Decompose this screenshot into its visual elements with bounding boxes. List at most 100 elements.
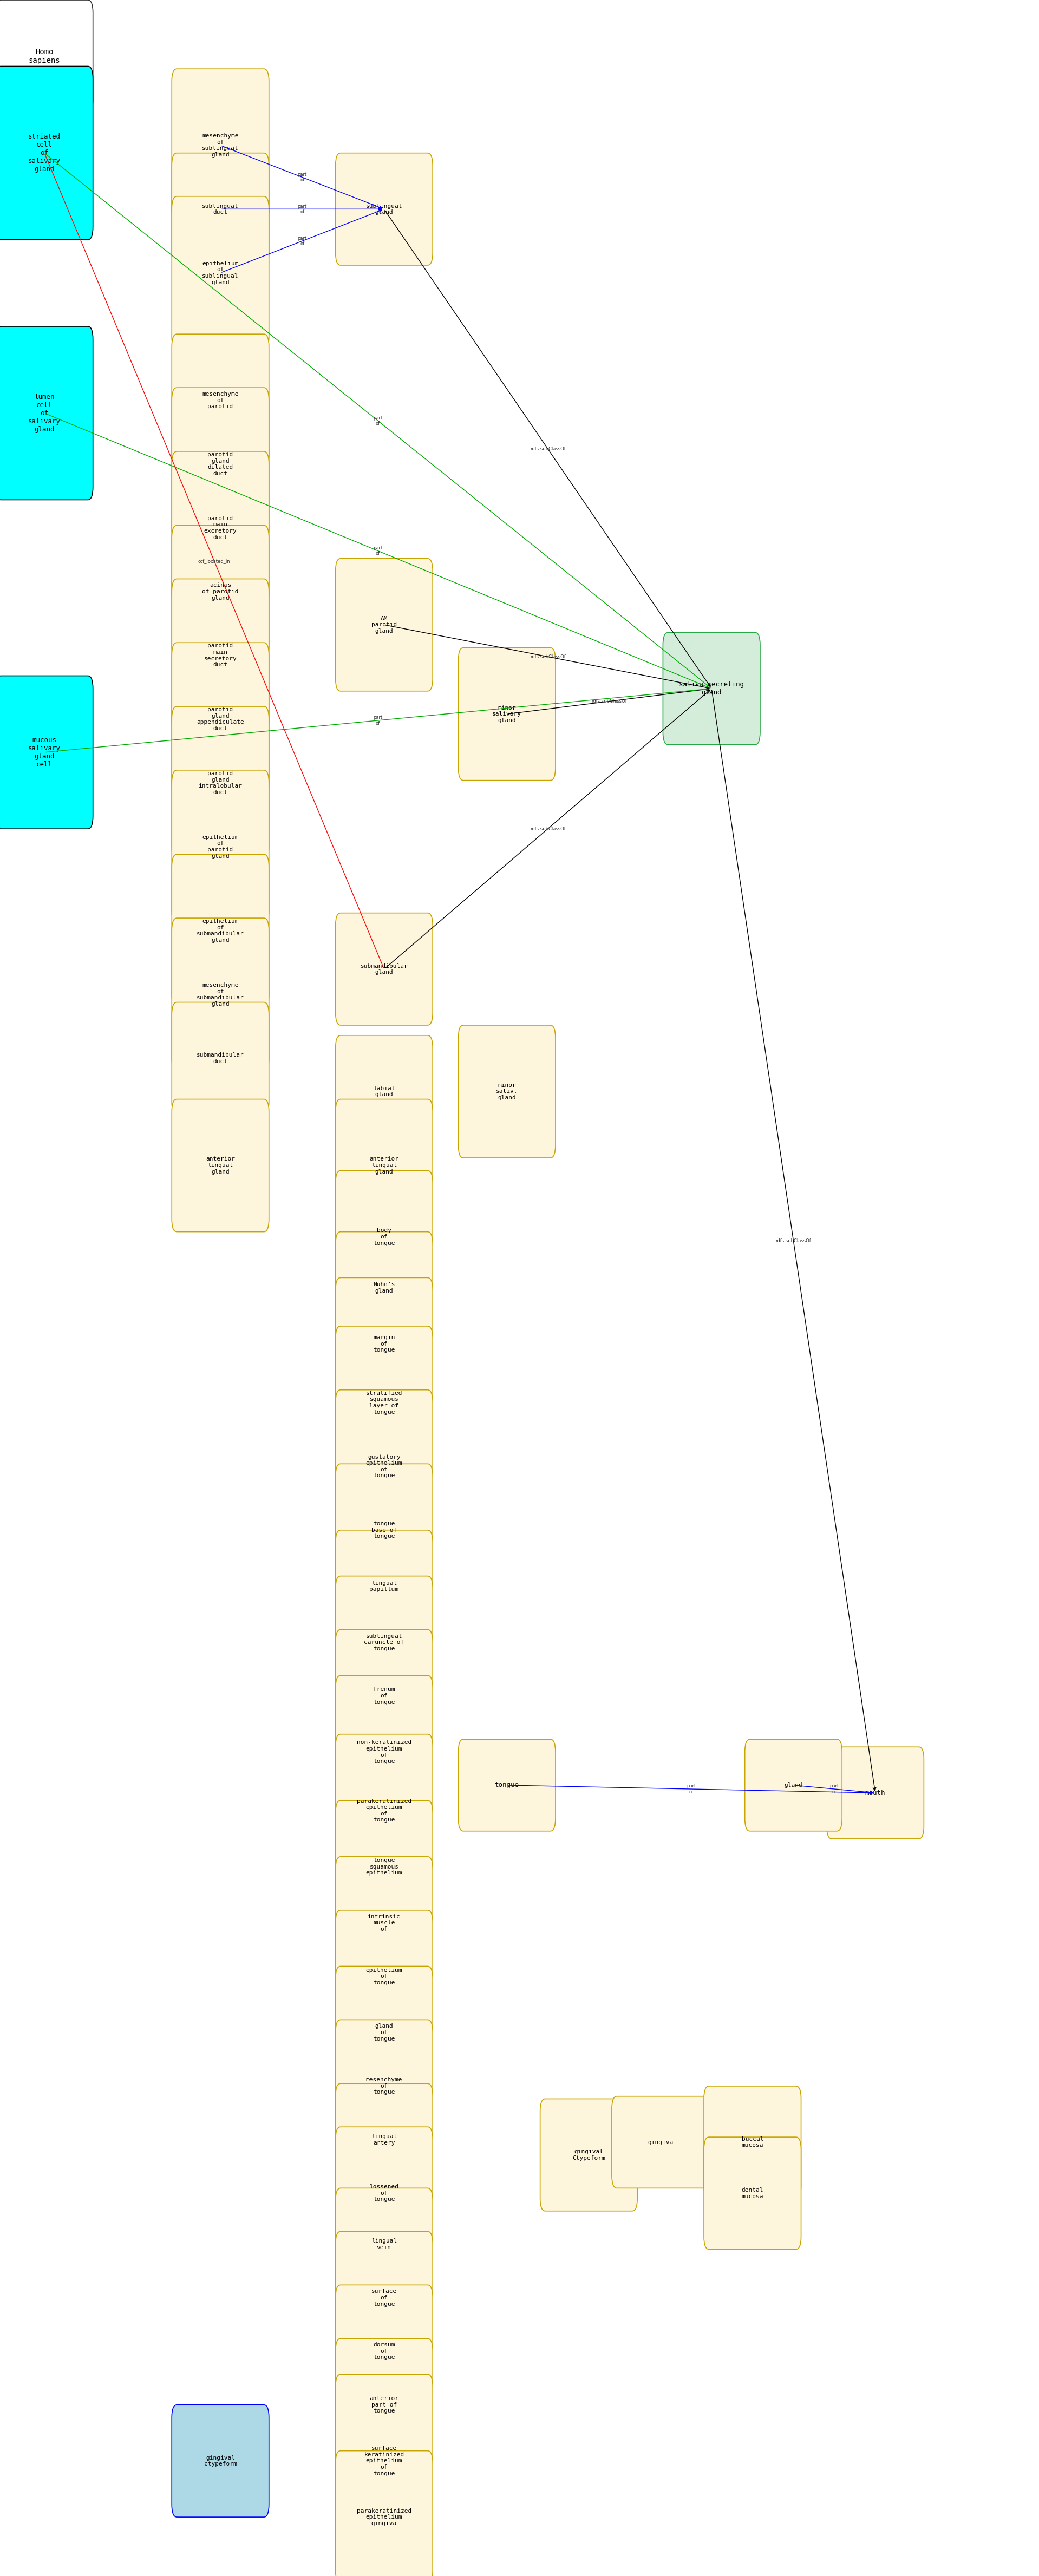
Text: minor
salivary
gland: minor salivary gland [492, 706, 522, 724]
Text: intrinsic
muscle
of: intrinsic muscle of [368, 1914, 401, 1932]
Text: parakeratinized
epithelium
of
tongue: parakeratinized epithelium of tongue [356, 1798, 411, 1824]
Text: sublingual
caruncle of
tongue: sublingual caruncle of tongue [364, 1633, 404, 1651]
FancyBboxPatch shape [336, 1674, 432, 1829]
Text: mesenchyme
of
parotid: mesenchyme of parotid [203, 392, 239, 410]
Text: tongue: tongue [495, 1783, 520, 1788]
Text: sublingual
gland: sublingual gland [366, 204, 402, 214]
Text: mesenchyme
of
tongue: mesenchyme of tongue [366, 2076, 402, 2094]
Text: submandibular
gland: submandibular gland [361, 963, 408, 974]
FancyBboxPatch shape [336, 1327, 432, 1479]
Text: lossened
of
tongue: lossened of tongue [370, 2184, 399, 2202]
Text: gingiva: gingiva [647, 2141, 673, 2146]
Text: stratified
squamous
layer of
tongue: stratified squamous layer of tongue [366, 1391, 402, 1414]
Text: rdfs:subClassOf: rdfs:subClassOf [530, 446, 565, 451]
FancyBboxPatch shape [336, 1801, 432, 1932]
FancyBboxPatch shape [336, 1278, 432, 1409]
Text: sublingual
duct: sublingual duct [203, 204, 239, 214]
FancyBboxPatch shape [336, 1100, 432, 1231]
FancyBboxPatch shape [171, 580, 269, 732]
FancyBboxPatch shape [336, 2450, 432, 2576]
FancyBboxPatch shape [171, 196, 269, 350]
Text: gland: gland [784, 1783, 802, 1788]
Text: part
of: part of [373, 415, 382, 425]
FancyBboxPatch shape [458, 1739, 556, 1832]
FancyBboxPatch shape [171, 855, 269, 1007]
Text: non-keratinized
epithelium
of
tongue: non-keratinized epithelium of tongue [356, 1739, 411, 1765]
Text: lingual
papillum: lingual papillum [370, 1582, 399, 1592]
Text: dental
mucosa: dental mucosa [742, 2187, 764, 2200]
Text: tongue
squamous
epithelium: tongue squamous epithelium [366, 1857, 402, 1875]
FancyBboxPatch shape [0, 327, 92, 500]
Text: acinus
of parotid
gland: acinus of parotid gland [203, 582, 239, 600]
Text: epithelium
of
parotid
gland: epithelium of parotid gland [203, 835, 239, 858]
FancyBboxPatch shape [336, 1231, 432, 1345]
FancyBboxPatch shape [336, 2231, 432, 2365]
FancyBboxPatch shape [171, 386, 269, 541]
FancyBboxPatch shape [703, 2138, 801, 2249]
Text: parotid
gland
appendiculate
duct: parotid gland appendiculate duct [196, 706, 244, 732]
Text: part
of: part of [297, 237, 307, 247]
FancyBboxPatch shape [827, 1747, 924, 1839]
FancyBboxPatch shape [336, 2084, 432, 2195]
FancyBboxPatch shape [171, 706, 269, 860]
Text: epithelium
of
sublingual
gland: epithelium of sublingual gland [203, 260, 239, 286]
FancyBboxPatch shape [745, 1739, 842, 1832]
FancyBboxPatch shape [336, 1170, 432, 1303]
FancyBboxPatch shape [171, 2406, 269, 2517]
FancyBboxPatch shape [171, 451, 269, 605]
Text: ccf_located_in: ccf_located_in [198, 559, 231, 564]
FancyBboxPatch shape [336, 1631, 432, 1762]
FancyBboxPatch shape [703, 2087, 801, 2197]
FancyBboxPatch shape [336, 1965, 432, 2099]
Text: labial
gland: labial gland [373, 1084, 395, 1097]
Text: rdfs:subClassOf: rdfs:subClassOf [530, 827, 565, 832]
FancyBboxPatch shape [336, 152, 432, 265]
FancyBboxPatch shape [171, 70, 269, 222]
FancyBboxPatch shape [336, 1911, 432, 2043]
Text: submandibular
duct: submandibular duct [196, 1054, 244, 1064]
Text: epithelium
of
submandibular
gland: epithelium of submandibular gland [196, 920, 244, 943]
FancyBboxPatch shape [336, 1530, 432, 1643]
Text: surface
of
tongue: surface of tongue [371, 2287, 397, 2306]
Text: mesenchyme
of
sublingual
gland: mesenchyme of sublingual gland [203, 134, 239, 157]
Text: part
of: part of [297, 173, 307, 183]
Text: rdfs:subClassOf: rdfs:subClassOf [530, 654, 565, 659]
Text: parotid
main
excretory
duct: parotid main excretory duct [204, 515, 237, 541]
FancyBboxPatch shape [336, 2020, 432, 2154]
Text: anterior
part of
tongue: anterior part of tongue [370, 2396, 399, 2414]
Text: part
of: part of [830, 1783, 840, 1795]
Text: gingival
Ctypeform: gingival Ctypeform [572, 2148, 605, 2161]
FancyBboxPatch shape [171, 641, 269, 796]
Text: lingual
vein: lingual vein [371, 2239, 397, 2249]
Text: mesenchyme
of
submandibular
gland: mesenchyme of submandibular gland [196, 981, 244, 1007]
Text: frenum
of
tongue: frenum of tongue [373, 1687, 395, 1705]
Text: gland
of
tongue: gland of tongue [373, 2025, 395, 2043]
Text: anterior
lingual
gland: anterior lingual gland [206, 1157, 235, 1175]
FancyBboxPatch shape [171, 1100, 269, 1231]
Text: mouth: mouth [865, 1790, 885, 1795]
Text: part
of: part of [297, 204, 307, 214]
FancyBboxPatch shape [171, 917, 269, 1072]
Text: lumen
cell
of
salivary
gland: lumen cell of salivary gland [28, 394, 60, 433]
FancyBboxPatch shape [171, 526, 269, 657]
Text: margin
of
tongue: margin of tongue [373, 1334, 395, 1352]
Text: minor
saliv.
gland: minor saliv. gland [496, 1082, 517, 1100]
Text: part
of: part of [373, 546, 382, 556]
Text: Homo
sapiens: Homo sapiens [28, 49, 60, 64]
Text: parakeratinized
epithelium
gingiva: parakeratinized epithelium gingiva [356, 2509, 411, 2527]
Text: parotid
gland
intralobular
duct: parotid gland intralobular duct [198, 770, 242, 796]
Text: parotid
main
secretory
duct: parotid main secretory duct [204, 644, 237, 667]
Text: mucous
salivary
gland
cell: mucous salivary gland cell [28, 737, 60, 768]
Text: AM
parotid
gland: AM parotid gland [371, 616, 397, 634]
Text: gustatory
epithelium
of
tongue: gustatory epithelium of tongue [366, 1455, 402, 1479]
Text: anterior
lingual
gland: anterior lingual gland [370, 1157, 399, 1175]
FancyBboxPatch shape [336, 1857, 432, 1989]
Text: gingival
ctypeform: gingival ctypeform [204, 2455, 237, 2468]
FancyBboxPatch shape [663, 634, 761, 744]
FancyBboxPatch shape [458, 647, 556, 781]
Text: dorsum
of
tongue: dorsum of tongue [373, 2342, 395, 2360]
FancyBboxPatch shape [0, 67, 92, 240]
FancyBboxPatch shape [336, 2285, 432, 2419]
FancyBboxPatch shape [336, 2375, 432, 2548]
FancyBboxPatch shape [336, 1463, 432, 1597]
